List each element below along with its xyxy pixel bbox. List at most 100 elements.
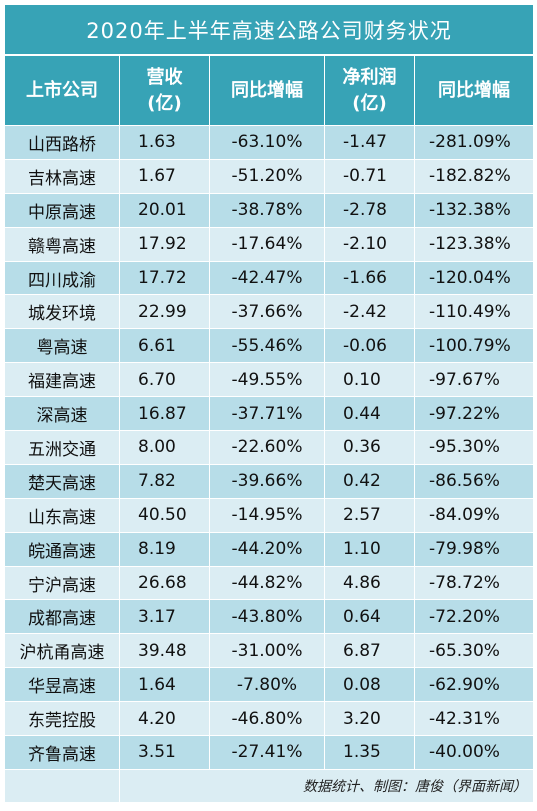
table-row: 华昱高速 1.64 -7.80% 0.08 -62.90% — [4, 667, 535, 703]
company-cell: 皖通高速 — [4, 531, 120, 567]
company-cell: 东莞控股 — [4, 701, 120, 737]
header-net-profit-yoy: 同比增幅 — [413, 54, 535, 126]
company-cell: 城发环境 — [4, 294, 120, 330]
net-profit-cell: 0.42 — [324, 463, 415, 499]
table-row: 宁沪高速 26.68 -44.82% 4.86 -78.72% — [4, 565, 535, 601]
net-profit-cell: 0.64 — [324, 599, 415, 635]
revenue-cell: 17.72 — [119, 260, 210, 296]
net-profit-cell: -1.66 — [324, 260, 415, 296]
company-cell: 沪杭甬高速 — [4, 633, 120, 669]
revenue-yoy-cell: -46.80% — [209, 701, 325, 737]
net-profit-cell: 6.87 — [324, 633, 415, 669]
revenue-yoy-cell: -27.41% — [209, 735, 325, 770]
net-profit-yoy-cell: -132.38% — [413, 192, 535, 228]
footer-row: 数据统计、制图：唐俊（界面新闻） — [4, 768, 535, 803]
net-profit-yoy-cell: -72.20% — [413, 599, 535, 635]
net-profit-yoy-cell: -281.09% — [413, 125, 535, 160]
table-row: 齐鲁高速 3.51 -27.41% 1.35 -40.00% — [4, 735, 535, 770]
net-profit-yoy-cell: -65.30% — [413, 633, 535, 669]
revenue-yoy-cell: -38.78% — [209, 192, 325, 228]
footer-empty-cell — [4, 768, 120, 803]
net-profit-cell: 0.10 — [324, 362, 415, 398]
finance-table: 2020年上半年高速公路公司财务状况 上市公司 营收 (亿) 同比增幅 净利润 … — [3, 4, 535, 803]
revenue-cell: 1.63 — [119, 125, 210, 160]
revenue-cell: 4.20 — [119, 701, 210, 737]
header-company: 上市公司 — [4, 54, 120, 126]
revenue-yoy-cell: -51.20% — [209, 158, 325, 194]
revenue-cell: 3.17 — [119, 599, 210, 635]
company-cell: 华昱高速 — [4, 667, 120, 703]
table-row: 深高速 16.87 -37.71% 0.44 -97.22% — [4, 396, 535, 432]
revenue-cell: 20.01 — [119, 192, 210, 228]
table-row: 沪杭甬高速 39.48 -31.00% 6.87 -65.30% — [4, 633, 535, 669]
net-profit-yoy-cell: -84.09% — [413, 497, 535, 533]
revenue-cell: 39.48 — [119, 633, 210, 669]
revenue-cell: 26.68 — [119, 565, 210, 601]
net-profit-yoy-cell: -100.79% — [413, 328, 535, 364]
revenue-yoy-cell: -7.80% — [209, 667, 325, 703]
net-profit-cell: 0.36 — [324, 430, 415, 465]
net-profit-yoy-cell: -40.00% — [413, 735, 535, 770]
revenue-cell: 8.00 — [119, 430, 210, 465]
revenue-cell: 1.64 — [119, 667, 210, 703]
table-row: 山东高速 40.50 -14.95% 2.57 -84.09% — [4, 497, 535, 533]
header-revenue-line2: (亿) — [147, 92, 182, 114]
table-title: 2020年上半年高速公路公司财务状况 — [3, 4, 535, 56]
net-profit-yoy-cell: -123.38% — [413, 226, 535, 262]
company-cell: 楚天高速 — [4, 463, 120, 499]
revenue-yoy-cell: -37.66% — [209, 294, 325, 330]
revenue-yoy-cell: -55.46% — [209, 328, 325, 364]
table-row: 福建高速 6.70 -49.55% 0.10 -97.67% — [4, 362, 535, 398]
header-net-profit: 净利润 (亿) — [324, 54, 415, 126]
table-row: 粤高速 6.61 -55.46% -0.06 -100.79% — [4, 328, 535, 364]
revenue-yoy-cell: -14.95% — [209, 497, 325, 533]
revenue-cell: 17.92 — [119, 226, 210, 262]
company-cell: 吉林高速 — [4, 158, 120, 194]
revenue-cell: 7.82 — [119, 463, 210, 499]
net-profit-cell: 0.08 — [324, 667, 415, 703]
net-profit-cell: -0.06 — [324, 328, 415, 364]
company-cell: 福建高速 — [4, 362, 120, 398]
net-profit-cell: -1.47 — [324, 125, 415, 160]
revenue-cell: 8.19 — [119, 531, 210, 567]
table-row: 五洲交通 8.00 -22.60% 0.36 -95.30% — [4, 430, 535, 465]
company-cell: 成都高速 — [4, 599, 120, 635]
revenue-yoy-cell: -49.55% — [209, 362, 325, 398]
net-profit-cell: 0.44 — [324, 396, 415, 432]
net-profit-cell: 3.20 — [324, 701, 415, 737]
net-profit-yoy-cell: -182.82% — [413, 158, 535, 194]
net-profit-yoy-cell: -42.31% — [413, 701, 535, 737]
net-profit-cell: -2.42 — [324, 294, 415, 330]
revenue-yoy-cell: -43.80% — [209, 599, 325, 635]
net-profit-cell: -2.10 — [324, 226, 415, 262]
revenue-yoy-cell: -37.71% — [209, 396, 325, 432]
net-profit-yoy-cell: -97.67% — [413, 362, 535, 398]
table-body: 山西路桥 1.63 -63.10% -1.47 -281.09% 吉林高速 1.67 -51.… — [4, 125, 535, 770]
net-profit-cell: -0.71 — [324, 158, 415, 194]
revenue-cell: 16.87 — [119, 396, 210, 432]
net-profit-yoy-cell: -78.72% — [413, 565, 535, 601]
finance-table-container: 2020年上半年高速公路公司财务状况 上市公司 营收 (亿) 同比增幅 净利润 … — [3, 4, 535, 803]
table-row: 吉林高速 1.67 -51.20% -0.71 -182.82% — [4, 158, 535, 194]
net-profit-cell: 4.86 — [324, 565, 415, 601]
revenue-yoy-cell: -39.66% — [209, 463, 325, 499]
table-row: 城发环境 22.99 -37.66% -2.42 -110.49% — [4, 294, 535, 330]
net-profit-cell: 1.10 — [324, 531, 415, 567]
company-cell: 赣粤高速 — [4, 226, 120, 262]
revenue-yoy-cell: -63.10% — [209, 125, 325, 160]
table-row: 成都高速 3.17 -43.80% 0.64 -72.20% — [4, 599, 535, 635]
company-cell: 山东高速 — [4, 497, 120, 533]
header-revenue: 营收 (亿) — [119, 54, 210, 126]
net-profit-cell: 2.57 — [324, 497, 415, 533]
net-profit-cell: 1.35 — [324, 735, 415, 770]
table-row: 赣粤高速 17.92 -17.64% -2.10 -123.38% — [4, 226, 535, 262]
table-row: 皖通高速 8.19 -44.20% 1.10 -79.98% — [4, 531, 535, 567]
net-profit-cell: -2.78 — [324, 192, 415, 228]
header-row: 上市公司 营收 (亿) 同比增幅 净利润 (亿) 同比增幅 — [4, 54, 535, 126]
revenue-cell: 1.67 — [119, 158, 210, 194]
company-cell: 粤高速 — [4, 328, 120, 364]
revenue-cell: 6.61 — [119, 328, 210, 364]
revenue-cell: 6.70 — [119, 362, 210, 398]
company-cell: 宁沪高速 — [4, 565, 120, 601]
header-net-profit-line1: 净利润 — [342, 66, 397, 88]
